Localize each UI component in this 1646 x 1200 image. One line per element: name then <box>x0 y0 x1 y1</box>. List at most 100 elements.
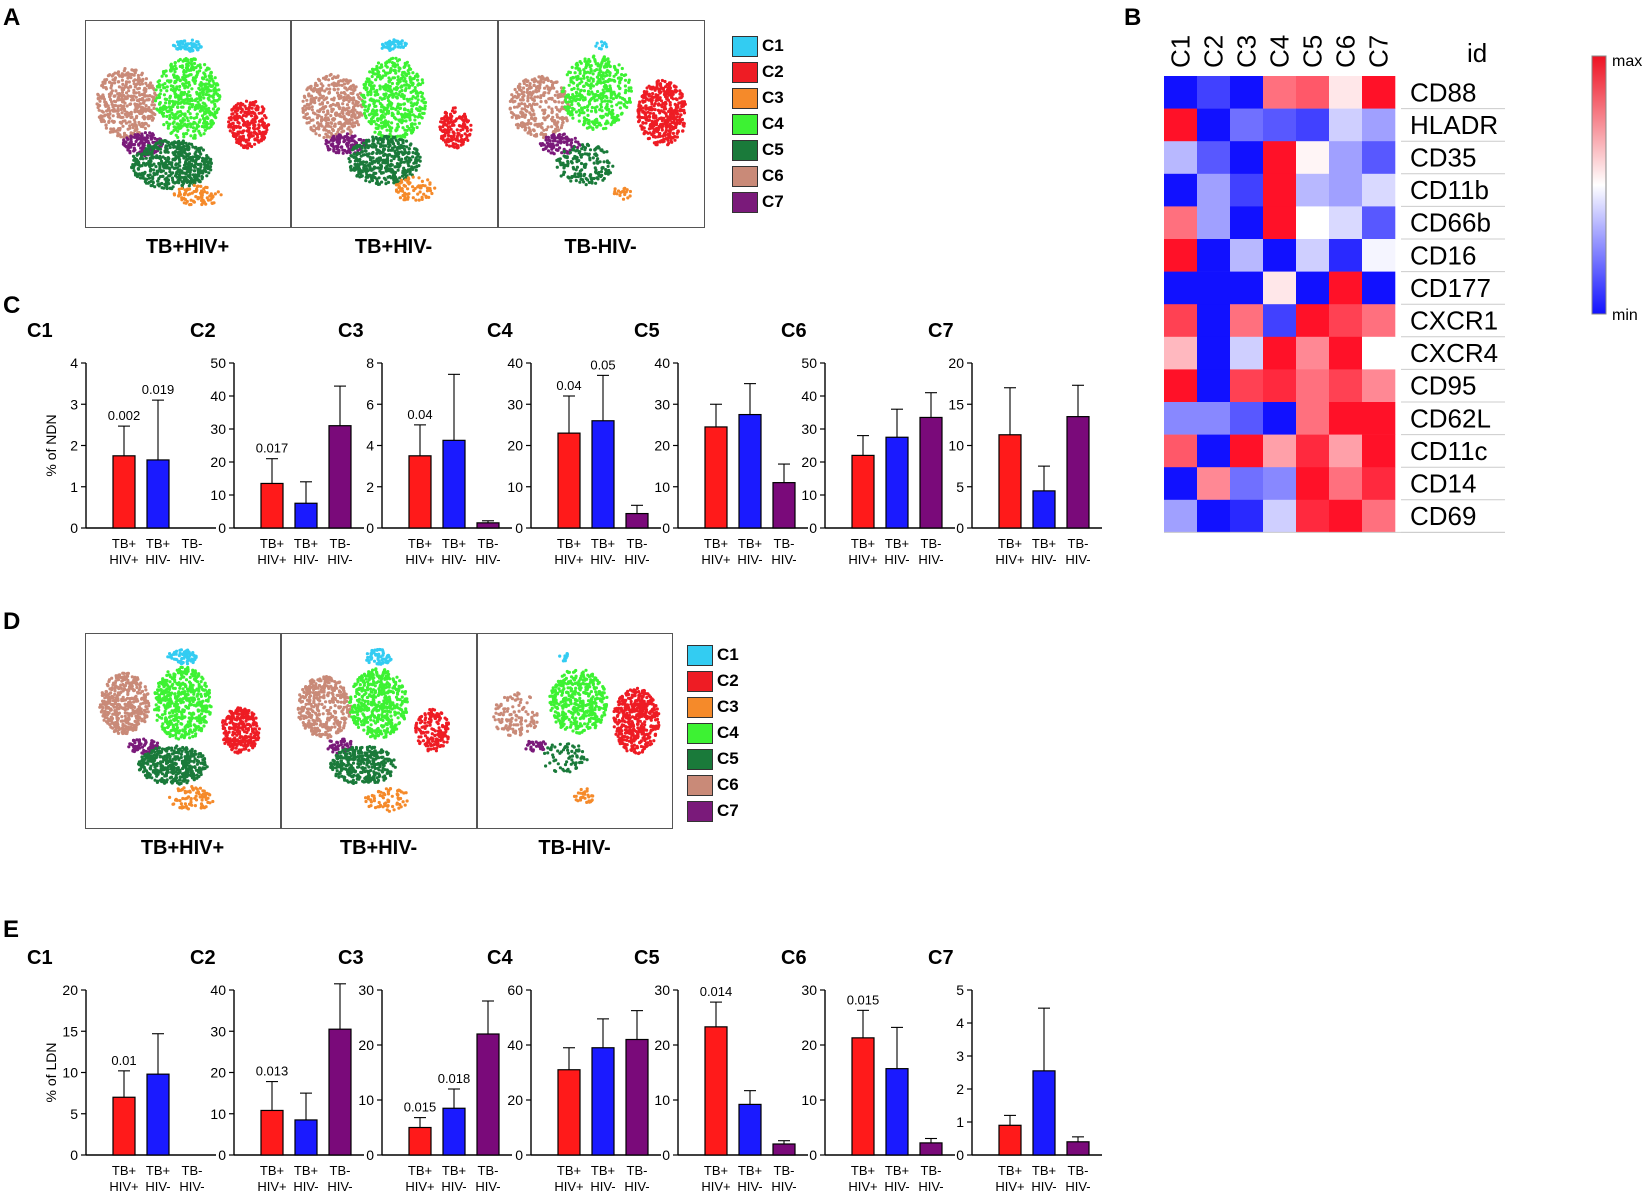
heatmap-column-label: C4 <box>1265 35 1295 68</box>
x-tick-label: HIV- <box>327 1179 352 1194</box>
y-tick-label: 5 <box>956 982 964 998</box>
tsne-cluster-c3 <box>394 175 437 202</box>
tsne-scatter <box>98 648 261 811</box>
chart-title: C2 <box>190 947 216 969</box>
y-tick-label: 1 <box>956 1114 964 1130</box>
heatmap-cell <box>1329 467 1363 501</box>
legend-label: C3 <box>762 88 784 107</box>
legend-item: C1 <box>687 642 739 668</box>
heatmap-cell <box>1197 108 1231 142</box>
x-tick-label: HIV- <box>590 1179 615 1194</box>
x-tick-label: HIV- <box>918 552 943 567</box>
tsne-cluster-c6 <box>95 67 158 140</box>
x-tick-label: TB- <box>182 536 203 551</box>
legend-label: C1 <box>762 36 784 55</box>
x-tick-label: TB- <box>921 536 942 551</box>
heatmap-cell <box>1362 76 1396 109</box>
heatmap-cell <box>1329 369 1363 403</box>
y-tick-label: 10 <box>801 487 817 503</box>
bar <box>328 1028 352 1156</box>
tsne-plot-d-2 <box>281 633 477 829</box>
x-tick-label: HIV+ <box>554 1179 583 1194</box>
x-tick-label: TB- <box>330 1163 351 1178</box>
heatmap-cell <box>1296 336 1330 370</box>
legend-item: C7 <box>687 798 739 824</box>
heatmap-cell <box>1362 369 1396 403</box>
legend-item: C4 <box>732 111 784 137</box>
x-tick-label: TB+ <box>557 1163 581 1178</box>
bar <box>294 1119 318 1156</box>
bar <box>851 454 875 529</box>
heatmap-row-label: CD62L <box>1410 403 1491 433</box>
heatmap-cell <box>1263 402 1297 435</box>
heatmap-cell <box>1296 402 1330 435</box>
y-tick-label: 20 <box>507 1092 523 1108</box>
heatmap-cell <box>1263 499 1297 533</box>
tsne-cluster-c6 <box>296 675 353 740</box>
tsne-cluster-c7 <box>324 132 366 155</box>
legend-label: C6 <box>717 775 739 794</box>
tsne-plot-a-1 <box>85 20 291 228</box>
heatmap-cell <box>1230 239 1264 272</box>
heatmap-cell <box>1296 434 1330 468</box>
x-tick-label: TB+ <box>294 536 318 551</box>
legend-label: C5 <box>762 140 784 159</box>
x-tick-label: TB+ <box>112 536 136 551</box>
tsne-scatter <box>508 40 687 201</box>
x-tick-label: TB+ <box>442 1163 466 1178</box>
tsne-cluster-c5 <box>137 744 209 786</box>
x-tick-label: TB- <box>774 536 795 551</box>
x-tick-label: TB- <box>478 1163 499 1178</box>
x-tick-label: HIV+ <box>257 1179 286 1194</box>
heatmap-row-label: CD35 <box>1410 143 1476 173</box>
x-tick-label: TB+ <box>408 536 432 551</box>
tsne-cluster-c3 <box>612 186 632 201</box>
heatmap-row-label: CD11c <box>1410 436 1488 466</box>
p-value-label: 0.04 <box>556 378 581 393</box>
x-tick-label: HIV- <box>884 1179 909 1194</box>
chart-title: C5 <box>634 320 660 342</box>
heatmap-cell <box>1296 467 1330 501</box>
y-tick-label: 30 <box>654 982 670 998</box>
x-tick-label: HIV- <box>1065 1179 1090 1194</box>
y-tick-label: 0 <box>218 520 226 536</box>
y-tick-label: 10 <box>358 1092 374 1108</box>
x-tick-label: HIV+ <box>701 1179 730 1194</box>
heatmap-cell <box>1164 467 1198 501</box>
y-tick-label: 10 <box>654 1092 670 1108</box>
bar <box>919 416 943 529</box>
heatmap-cell <box>1362 336 1396 370</box>
heatmap-cell <box>1164 271 1198 305</box>
bar <box>772 482 796 529</box>
panel-letter-a: A <box>3 4 21 31</box>
y-tick-label: 20 <box>358 1037 374 1053</box>
heatmap-row-label: CXCR4 <box>1410 338 1498 368</box>
heatmap-cell <box>1230 369 1264 403</box>
legend-swatch <box>732 61 758 83</box>
y-tick-label: 20 <box>62 982 78 998</box>
y-tick-label: 50 <box>210 355 226 371</box>
x-tick-label: TB+ <box>408 1163 432 1178</box>
legend-label: C6 <box>762 166 784 185</box>
heatmap-cell <box>1164 336 1198 370</box>
heatmap-cell <box>1362 467 1396 501</box>
y-tick-label: 10 <box>62 1065 78 1081</box>
y-tick-label: 20 <box>654 438 670 454</box>
x-tick-label: HIV- <box>624 552 649 567</box>
x-tick-label: HIV+ <box>257 552 286 567</box>
tsne-cluster-c2 <box>414 707 450 753</box>
x-tick-label: TB+ <box>885 1163 909 1178</box>
legend-label: C1 <box>717 645 739 664</box>
x-tick-label: HIV- <box>293 1179 318 1194</box>
y-tick-label: 4 <box>956 1015 964 1031</box>
tsne-cluster-c2 <box>221 706 261 755</box>
heatmap-cell <box>1263 434 1297 468</box>
legend-swatch <box>687 722 713 744</box>
heatmap-row-label: CD95 <box>1410 371 1476 401</box>
chart-title: C3 <box>338 320 364 342</box>
heatmap-cell <box>1263 76 1297 109</box>
